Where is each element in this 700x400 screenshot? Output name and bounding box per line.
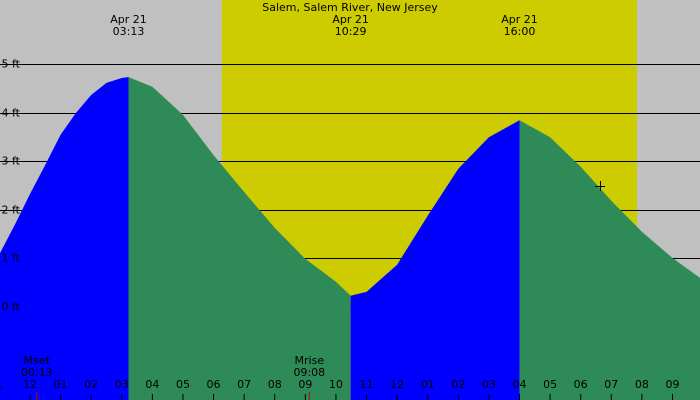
rising-tide: [350, 120, 520, 400]
x-tick-label: 01: [54, 378, 68, 391]
x-tick-label: 09: [665, 378, 679, 391]
x-tick-label: 05: [176, 378, 190, 391]
y-tick-label: 0 ft: [2, 301, 21, 314]
event-time: 16:00: [504, 25, 536, 38]
x-tick-label: 07: [237, 378, 251, 391]
x-tick-label: 1: [0, 378, 3, 391]
x-tick-label: 06: [207, 378, 221, 391]
x-tick-label: 07: [604, 378, 618, 391]
event-date: Apr 21: [110, 13, 147, 26]
x-tick-label: 10: [329, 378, 343, 391]
falling-tide: [128, 77, 351, 400]
x-tick-label: 08: [268, 378, 282, 391]
moon-event-name: Mset: [24, 354, 51, 367]
x-tick-label: 04: [512, 378, 526, 391]
cursor: [595, 181, 605, 191]
x-tick-label: 12: [390, 378, 404, 391]
moon-event-time: 09:08: [293, 366, 325, 379]
x-tick-label: 04: [145, 378, 159, 391]
x-tick-label: 03: [115, 378, 129, 391]
moon-event-name: Mrise: [295, 354, 325, 367]
moon-event-time: 00:13: [21, 366, 53, 379]
x-tick-label: 09: [298, 378, 312, 391]
chart-title: Salem, Salem River, New Jersey: [262, 1, 438, 14]
x-tick-label: 02: [84, 378, 98, 391]
x-tick-label: 08: [635, 378, 649, 391]
falling-tide: [519, 120, 700, 400]
event-time: 03:13: [113, 25, 145, 38]
event-date: Apr 21: [501, 13, 538, 26]
x-tick-label: 02: [451, 378, 465, 391]
x-tick-label: 11: [360, 378, 374, 391]
x-tick-label: 05: [543, 378, 557, 391]
event-date: Apr 21: [332, 13, 369, 26]
y-tick-label: 5 ft: [2, 58, 21, 71]
y-tick-label: 2 ft: [2, 204, 21, 217]
y-tick-label: 1 ft: [2, 252, 21, 265]
event-time: 10:29: [335, 25, 367, 38]
x-tick-label: 01: [421, 378, 435, 391]
y-tick-label: 4 ft: [2, 107, 21, 120]
x-tick-label: 06: [574, 378, 588, 391]
y-tick-label: 3 ft: [2, 155, 21, 168]
x-tick-label: 03: [482, 378, 496, 391]
x-tick-label: 12: [23, 378, 37, 391]
rising-tide: [0, 77, 129, 400]
